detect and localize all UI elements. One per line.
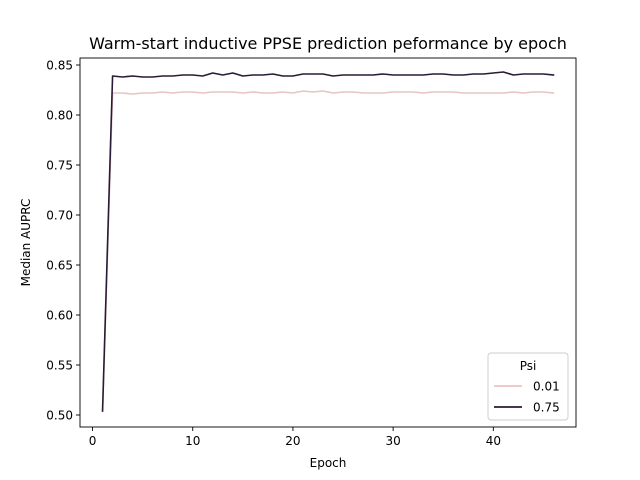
y-tick-label: 0.50 (46, 409, 73, 423)
chart-title: Warm-start inductive PPSE prediction pef… (89, 34, 567, 53)
series-lines (101, 71, 555, 412)
legend-entries: 0.01 0.75 (494, 380, 560, 415)
series-line-0-01 (101, 90, 555, 412)
y-tick-label: 0.55 (46, 359, 73, 373)
legend-label: 0.01 (533, 380, 560, 394)
x-tick-label: 10 (185, 434, 200, 448)
legend-label: 0.75 (533, 401, 560, 415)
x-tick-label: 40 (486, 434, 501, 448)
x-tick-label: 20 (285, 434, 300, 448)
y-axis-label: Median AUPRC (19, 199, 33, 287)
y-tick-label: 0.70 (46, 209, 73, 223)
series-line-0-75 (101, 71, 555, 412)
legend-box (487, 352, 569, 421)
x-axis-label: Epoch (310, 456, 347, 470)
x-tick-label: 0 (89, 434, 97, 448)
y-tick-label: 0.75 (46, 159, 73, 173)
y-tick-label: 0.80 (46, 109, 73, 123)
y-tick-label: 0.60 (46, 309, 73, 323)
y-axis-ticks: 0.50 0.55 0.60 0.65 0.70 0.75 0.80 0.85 (46, 59, 80, 423)
legend: Psi 0.01 0.75 (487, 352, 569, 421)
x-tick-label: 30 (385, 434, 400, 448)
plot-area-frame (79, 57, 577, 428)
y-tick-label: 0.65 (46, 259, 73, 273)
y-tick-label: 0.85 (46, 59, 73, 73)
x-axis-ticks: 0 10 20 30 40 (89, 427, 501, 448)
legend-title: Psi (520, 359, 537, 373)
